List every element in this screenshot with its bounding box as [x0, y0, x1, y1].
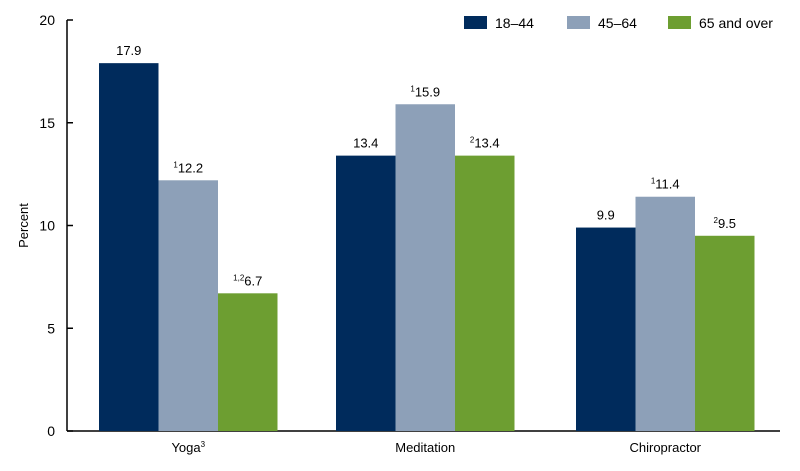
category-label: Meditation [395, 440, 455, 455]
y-tick-label: 10 [39, 218, 55, 234]
data-label: 29.5 [713, 216, 736, 231]
data-label: 115.9 [410, 84, 440, 99]
legend-swatch [567, 16, 590, 29]
category-label: Chiropractor [629, 440, 701, 455]
data-label: 111.4 [651, 177, 680, 192]
data-label: 17.9 [116, 43, 141, 58]
y-axis-label: Percent [16, 203, 31, 248]
y-tick-label: 20 [39, 12, 55, 28]
category-label: Yoga3 [171, 440, 205, 455]
bar [336, 155, 396, 431]
data-label: 112.2 [173, 160, 203, 175]
data-label: 1,26.7 [233, 273, 262, 288]
bar [218, 293, 278, 431]
legend-swatch [464, 16, 487, 29]
data-label: 13.4 [353, 136, 378, 151]
y-tick-label: 15 [39, 115, 55, 131]
bar [695, 235, 755, 431]
y-tick-label: 0 [47, 423, 55, 439]
legend-swatch [668, 16, 691, 29]
legend-label: 65 and over [699, 15, 773, 31]
bar [395, 104, 455, 431]
bar [455, 155, 515, 431]
bar [99, 63, 159, 431]
data-label: 9.9 [597, 208, 615, 223]
bar [158, 180, 218, 431]
y-tick-label: 5 [47, 320, 55, 336]
data-label: 213.4 [470, 136, 500, 151]
bar [635, 196, 695, 431]
bar [576, 227, 636, 431]
legend-label: 45–64 [598, 15, 637, 31]
legend-label: 18–44 [495, 15, 534, 31]
